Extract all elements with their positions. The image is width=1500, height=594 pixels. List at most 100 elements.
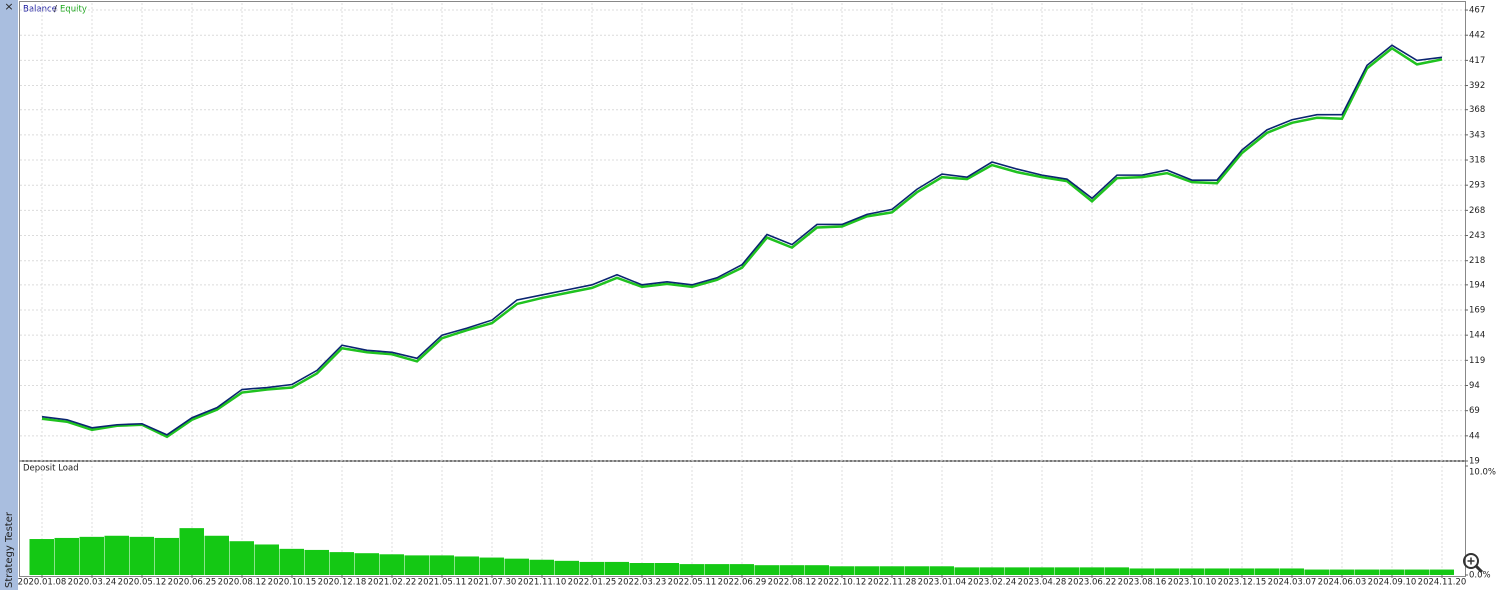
bar — [454, 556, 479, 575]
bar — [804, 565, 829, 575]
bar — [404, 555, 429, 575]
y-tick-label: 119 — [1469, 356, 1485, 366]
bar — [1104, 567, 1129, 575]
x-tick-label: 2022.06.29 — [718, 578, 767, 588]
bar — [1279, 568, 1304, 575]
y-tick-label: 94 — [1469, 381, 1480, 391]
y-tick-label: 44 — [1469, 431, 1480, 441]
bar — [504, 558, 529, 575]
bar — [1079, 567, 1104, 575]
y-tick-label: 10.0% — [1469, 468, 1496, 478]
bar — [879, 566, 904, 575]
close-button[interactable]: × — [4, 0, 13, 13]
bar — [229, 541, 254, 575]
bar — [1229, 568, 1254, 575]
y-tick-label: 417 — [1469, 56, 1485, 66]
x-tick-label: 2024.09.10 — [1368, 578, 1417, 588]
bar — [254, 544, 279, 575]
bar — [1129, 568, 1154, 575]
x-tick-label: 2020.08.12 — [218, 578, 267, 588]
y-tick-label: 293 — [1469, 181, 1485, 191]
panel-title: Deposit Load — [23, 464, 79, 474]
legend-equity: Equity — [60, 5, 87, 15]
bar — [779, 565, 804, 575]
y-tick-label: 0.0% — [1469, 571, 1491, 581]
x-tick-label: 2022.03.23 — [618, 578, 667, 588]
y-tick-label: 392 — [1469, 81, 1485, 91]
x-tick-label: 2023.02.24 — [968, 578, 1017, 588]
x-tick-label: 2021.02.22 — [368, 578, 417, 588]
y-tick-label: 343 — [1469, 130, 1485, 140]
bar — [604, 561, 629, 575]
bar — [129, 536, 154, 575]
y-tick-label: 218 — [1469, 256, 1485, 266]
bar — [54, 537, 79, 575]
x-tick-label: 2022.11.28 — [868, 578, 917, 588]
x-tick-label: 2023.04.28 — [1018, 578, 1067, 588]
bar — [1354, 569, 1379, 575]
bar — [1404, 569, 1429, 575]
y-tick-label: 442 — [1469, 31, 1485, 41]
x-tick-label: 2020.06.25 — [168, 578, 217, 588]
bar — [704, 564, 729, 575]
bar — [554, 560, 579, 575]
bar — [1379, 569, 1404, 575]
bar — [904, 566, 929, 575]
y-tick-label: 194 — [1469, 280, 1485, 290]
bar — [329, 552, 354, 575]
bar — [479, 557, 504, 575]
bar — [1254, 568, 1279, 575]
y-tick-label: 169 — [1469, 306, 1485, 316]
bar — [829, 566, 854, 575]
x-tick-label: 2021.11.10 — [518, 578, 567, 588]
bar — [579, 561, 604, 575]
bar — [104, 535, 129, 575]
bar — [1329, 569, 1354, 575]
x-tick-label: 2020.03.24 — [68, 578, 117, 588]
x-tick-label: 2020.05.12 — [118, 578, 167, 588]
y-tick-label: 368 — [1469, 105, 1485, 115]
bar — [279, 548, 304, 575]
x-tick-label: 2022.08.12 — [768, 578, 817, 588]
x-tick-label: 2021.05.11 — [418, 578, 467, 588]
x-tick-label: 2022.05.11 — [668, 578, 717, 588]
sidebar — [0, 0, 18, 590]
bar — [929, 566, 954, 575]
series-line — [41, 46, 1443, 439]
y-tick-label: 467 — [1469, 6, 1485, 16]
bar — [529, 559, 554, 575]
bar — [29, 539, 54, 575]
x-tick-label: 2023.10.10 — [1168, 578, 1217, 588]
x-tick-label: 2023.06.22 — [1068, 578, 1117, 588]
bar — [654, 563, 679, 575]
x-tick-label: 2024.06.03 — [1318, 578, 1367, 588]
bar — [1429, 569, 1454, 575]
x-tick-label: 2024.03.07 — [1268, 578, 1317, 588]
bar — [79, 536, 104, 575]
bar — [1029, 567, 1054, 575]
x-tick-label: 2023.08.16 — [1118, 578, 1167, 588]
bar — [1004, 567, 1029, 575]
zoom-icon[interactable] — [1463, 553, 1484, 574]
bar — [679, 564, 704, 575]
y-tick-label: 318 — [1469, 156, 1485, 166]
bar — [954, 567, 979, 575]
y-tick-label: 268 — [1469, 206, 1485, 216]
bar — [429, 555, 454, 575]
bar — [379, 554, 404, 575]
bar — [1204, 568, 1229, 575]
bar — [1304, 569, 1329, 575]
bar — [204, 535, 229, 575]
y-tick-label: 69 — [1469, 406, 1480, 416]
y-tick-label: 243 — [1469, 231, 1485, 241]
bar — [179, 528, 204, 575]
x-tick-label: 2020.01.08 — [18, 578, 67, 588]
bar — [154, 537, 179, 575]
bar — [629, 563, 654, 575]
bar — [979, 567, 1004, 575]
y-tick-label: 19 — [1469, 457, 1480, 467]
x-tick-label: 2022.10.12 — [818, 578, 867, 588]
x-tick-label: 2020.12.18 — [318, 578, 367, 588]
